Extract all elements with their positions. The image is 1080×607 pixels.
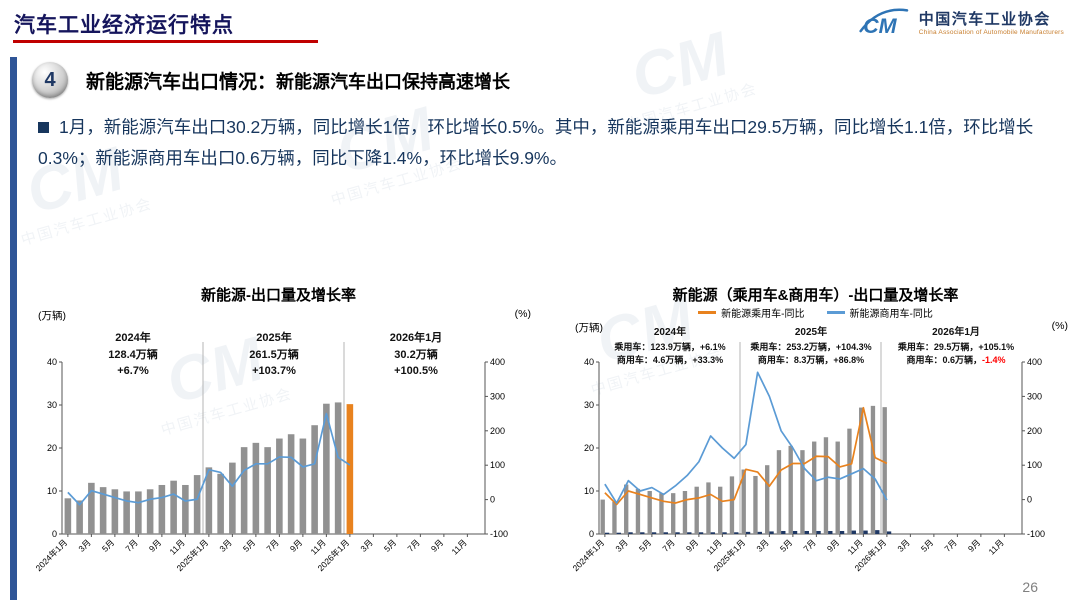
svg-text:5月: 5月	[382, 537, 398, 553]
section-heading: 4 新能源汽车出口情况：新能源汽车出口保持高速增长	[32, 62, 510, 98]
annotation-2024: 2024年 128.4万辆 +6.7%	[108, 332, 158, 377]
annotation-2026-jan: 2026年1月 乘用车：29.5万辆，+105.1% 商用车：0.6万辆，-1.…	[897, 327, 1015, 365]
page-title: 汽车工业经济运行特点	[14, 14, 234, 37]
svg-text:9月: 9月	[684, 537, 700, 553]
chart-legend: 新能源乘用车-同比 新能源商用车-同比	[563, 305, 1068, 320]
svg-text:11月: 11月	[704, 537, 723, 556]
watermark-logo-mark: CM	[624, 19, 736, 113]
svg-text:7月: 7月	[942, 537, 958, 553]
svg-text:0: 0	[490, 495, 495, 505]
svg-text:7月: 7月	[405, 537, 421, 553]
svg-text:0: 0	[1027, 495, 1032, 505]
svg-text:5月: 5月	[778, 537, 794, 553]
svg-text:9月: 9月	[288, 537, 304, 553]
svg-text:40: 40	[47, 357, 57, 367]
charts-row: 新能源-出口量及增长率 (万辆) (%) 0 10 20 30 40 -100 0 100 20…	[26, 284, 1068, 599]
svg-text:11月: 11月	[845, 537, 864, 556]
svg-text:5月: 5月	[637, 537, 653, 553]
svg-text:-100: -100	[490, 529, 508, 539]
annotation-2026-jan: 2026年1月 30.2万辆 +100.5%	[389, 332, 443, 377]
svg-text:100: 100	[1027, 460, 1042, 470]
legend-item-passenger: 新能源乘用车-同比	[698, 305, 805, 320]
svg-text:11月: 11月	[308, 537, 327, 556]
caam-logo-mark: CM	[859, 8, 909, 38]
svg-text:7月: 7月	[264, 537, 280, 553]
annotation-2025: 2025年 乘用车：253.2万辆，+104.3% 商用车：8.3万辆，+86.…	[750, 327, 872, 365]
svg-text:10: 10	[47, 486, 57, 496]
svg-text:11月: 11月	[167, 537, 186, 556]
svg-text:2024年1月: 2024年1月	[33, 537, 69, 573]
chart-panel-nev-total: 新能源-出口量及增长率 (万辆) (%) 0 10 20 30 40 -100 0 100 20…	[26, 284, 531, 599]
svg-text:CM: CM	[863, 14, 898, 38]
bullet-text: 1月，新能源汽车出口30.2万辆，同比增长1倍，环比增长0.5%。其中，新能源乘…	[38, 117, 1034, 168]
legend-label: 新能源乘用车-同比	[721, 309, 805, 320]
svg-text:5月: 5月	[100, 537, 116, 553]
org-name-en: China Association of Automobile Manufact…	[918, 29, 1064, 36]
axis-unit-left: (万辆)	[38, 310, 66, 322]
svg-text:200: 200	[490, 426, 505, 436]
svg-text:300: 300	[490, 391, 505, 401]
page-number: 26	[1022, 579, 1038, 595]
annotation-2024: 2024年 乘用车：123.9万辆，+6.1% 商用车：4.6万辆，+33.3%	[614, 327, 726, 365]
svg-text:11月: 11月	[449, 537, 468, 556]
svg-text:9月: 9月	[825, 537, 841, 553]
svg-text:3月: 3月	[613, 537, 629, 553]
section-number-badge: 4	[32, 62, 68, 98]
svg-text:40: 40	[584, 357, 594, 367]
chart-panel-pv-cv: 新能源（乘用车&商用车）-出口量及增长率 新能源乘用车-同比 新能源商用车-同比…	[563, 284, 1068, 599]
legend-label: 新能源商用车-同比	[849, 309, 933, 320]
svg-text:2024年1月: 2024年1月	[570, 537, 606, 573]
svg-text:7月: 7月	[123, 537, 139, 553]
svg-text:3月: 3月	[358, 537, 374, 553]
axis-unit-left: (万辆)	[575, 322, 603, 334]
svg-text:30: 30	[584, 400, 594, 410]
svg-text:300: 300	[1027, 391, 1042, 401]
svg-text:5月: 5月	[919, 537, 935, 553]
svg-text:100: 100	[490, 460, 505, 470]
legend-swatch-passenger	[698, 311, 717, 314]
legend-item-commercial: 新能源商用车-同比	[826, 305, 933, 320]
svg-text:400: 400	[490, 357, 505, 367]
section-title: 新能源汽车出口情况：新能源汽车出口保持高速增长	[86, 67, 510, 94]
chart-pv-cv: 0 10 20 30 40 -100 0 100 200 300 400 2024年1月 3月 5月 7月 9…	[570, 342, 1045, 573]
svg-text:3月: 3月	[754, 537, 770, 553]
axis-unit-right: (%)	[1051, 320, 1068, 332]
watermark-text: 中国汽车工业协会	[19, 195, 155, 250]
svg-text:5月: 5月	[241, 537, 257, 553]
org-name-cn: 中国汽车工业协会	[918, 11, 1051, 28]
svg-text:0: 0	[589, 529, 594, 539]
svg-text:9月: 9月	[147, 537, 163, 553]
bullet-paragraph: 1月，新能源汽车出口30.2万辆，同比增长1倍，环比增长0.5%。其中，新能源乘…	[38, 112, 1050, 173]
svg-text:9月: 9月	[429, 537, 445, 553]
svg-text:200: 200	[1027, 426, 1042, 436]
section-title-bold: 新能源汽车出口情况：	[86, 71, 277, 93]
svg-text:0: 0	[52, 529, 57, 539]
caam-logo-text: 中国汽车工业协会 China Association of Automobile…	[919, 8, 1064, 36]
svg-text:10: 10	[584, 486, 594, 496]
title-underline	[13, 40, 318, 43]
svg-text:9月: 9月	[966, 537, 982, 553]
annotation-2025: 2025年 261.5万辆 +103.7%	[249, 332, 299, 377]
svg-text:20: 20	[584, 443, 594, 453]
chart-title: 新能源（乘用车&商用车）-出口量及增长率	[672, 287, 959, 304]
svg-text:20: 20	[47, 443, 57, 453]
svg-text:400: 400	[1027, 357, 1042, 367]
svg-text:-100: -100	[1027, 529, 1045, 539]
svg-text:3月: 3月	[895, 537, 911, 553]
svg-text:7月: 7月	[801, 537, 817, 553]
chart-title: 新能源-出口量及增长率	[201, 287, 356, 304]
svg-text:7月: 7月	[660, 537, 676, 553]
svg-text:11月: 11月	[986, 537, 1005, 556]
bullet-square-icon	[38, 122, 49, 133]
svg-text:3月: 3月	[76, 537, 92, 553]
svg-text:3月: 3月	[217, 537, 233, 553]
legend-swatch-commercial	[826, 311, 845, 314]
chart-nev-total: 0 10 20 30 40 -100 0 100 200 300 400 2024年1月 3月 5月 7月 9…	[33, 342, 508, 573]
left-accent-stripe	[10, 57, 17, 600]
caam-logo: CM 中国汽车工业协会 China Association of Automob…	[854, 5, 1064, 39]
axis-unit-right: (%)	[514, 308, 531, 320]
section-title-rest: 新能源汽车出口保持高速增长	[276, 71, 511, 92]
svg-text:30: 30	[47, 400, 57, 410]
